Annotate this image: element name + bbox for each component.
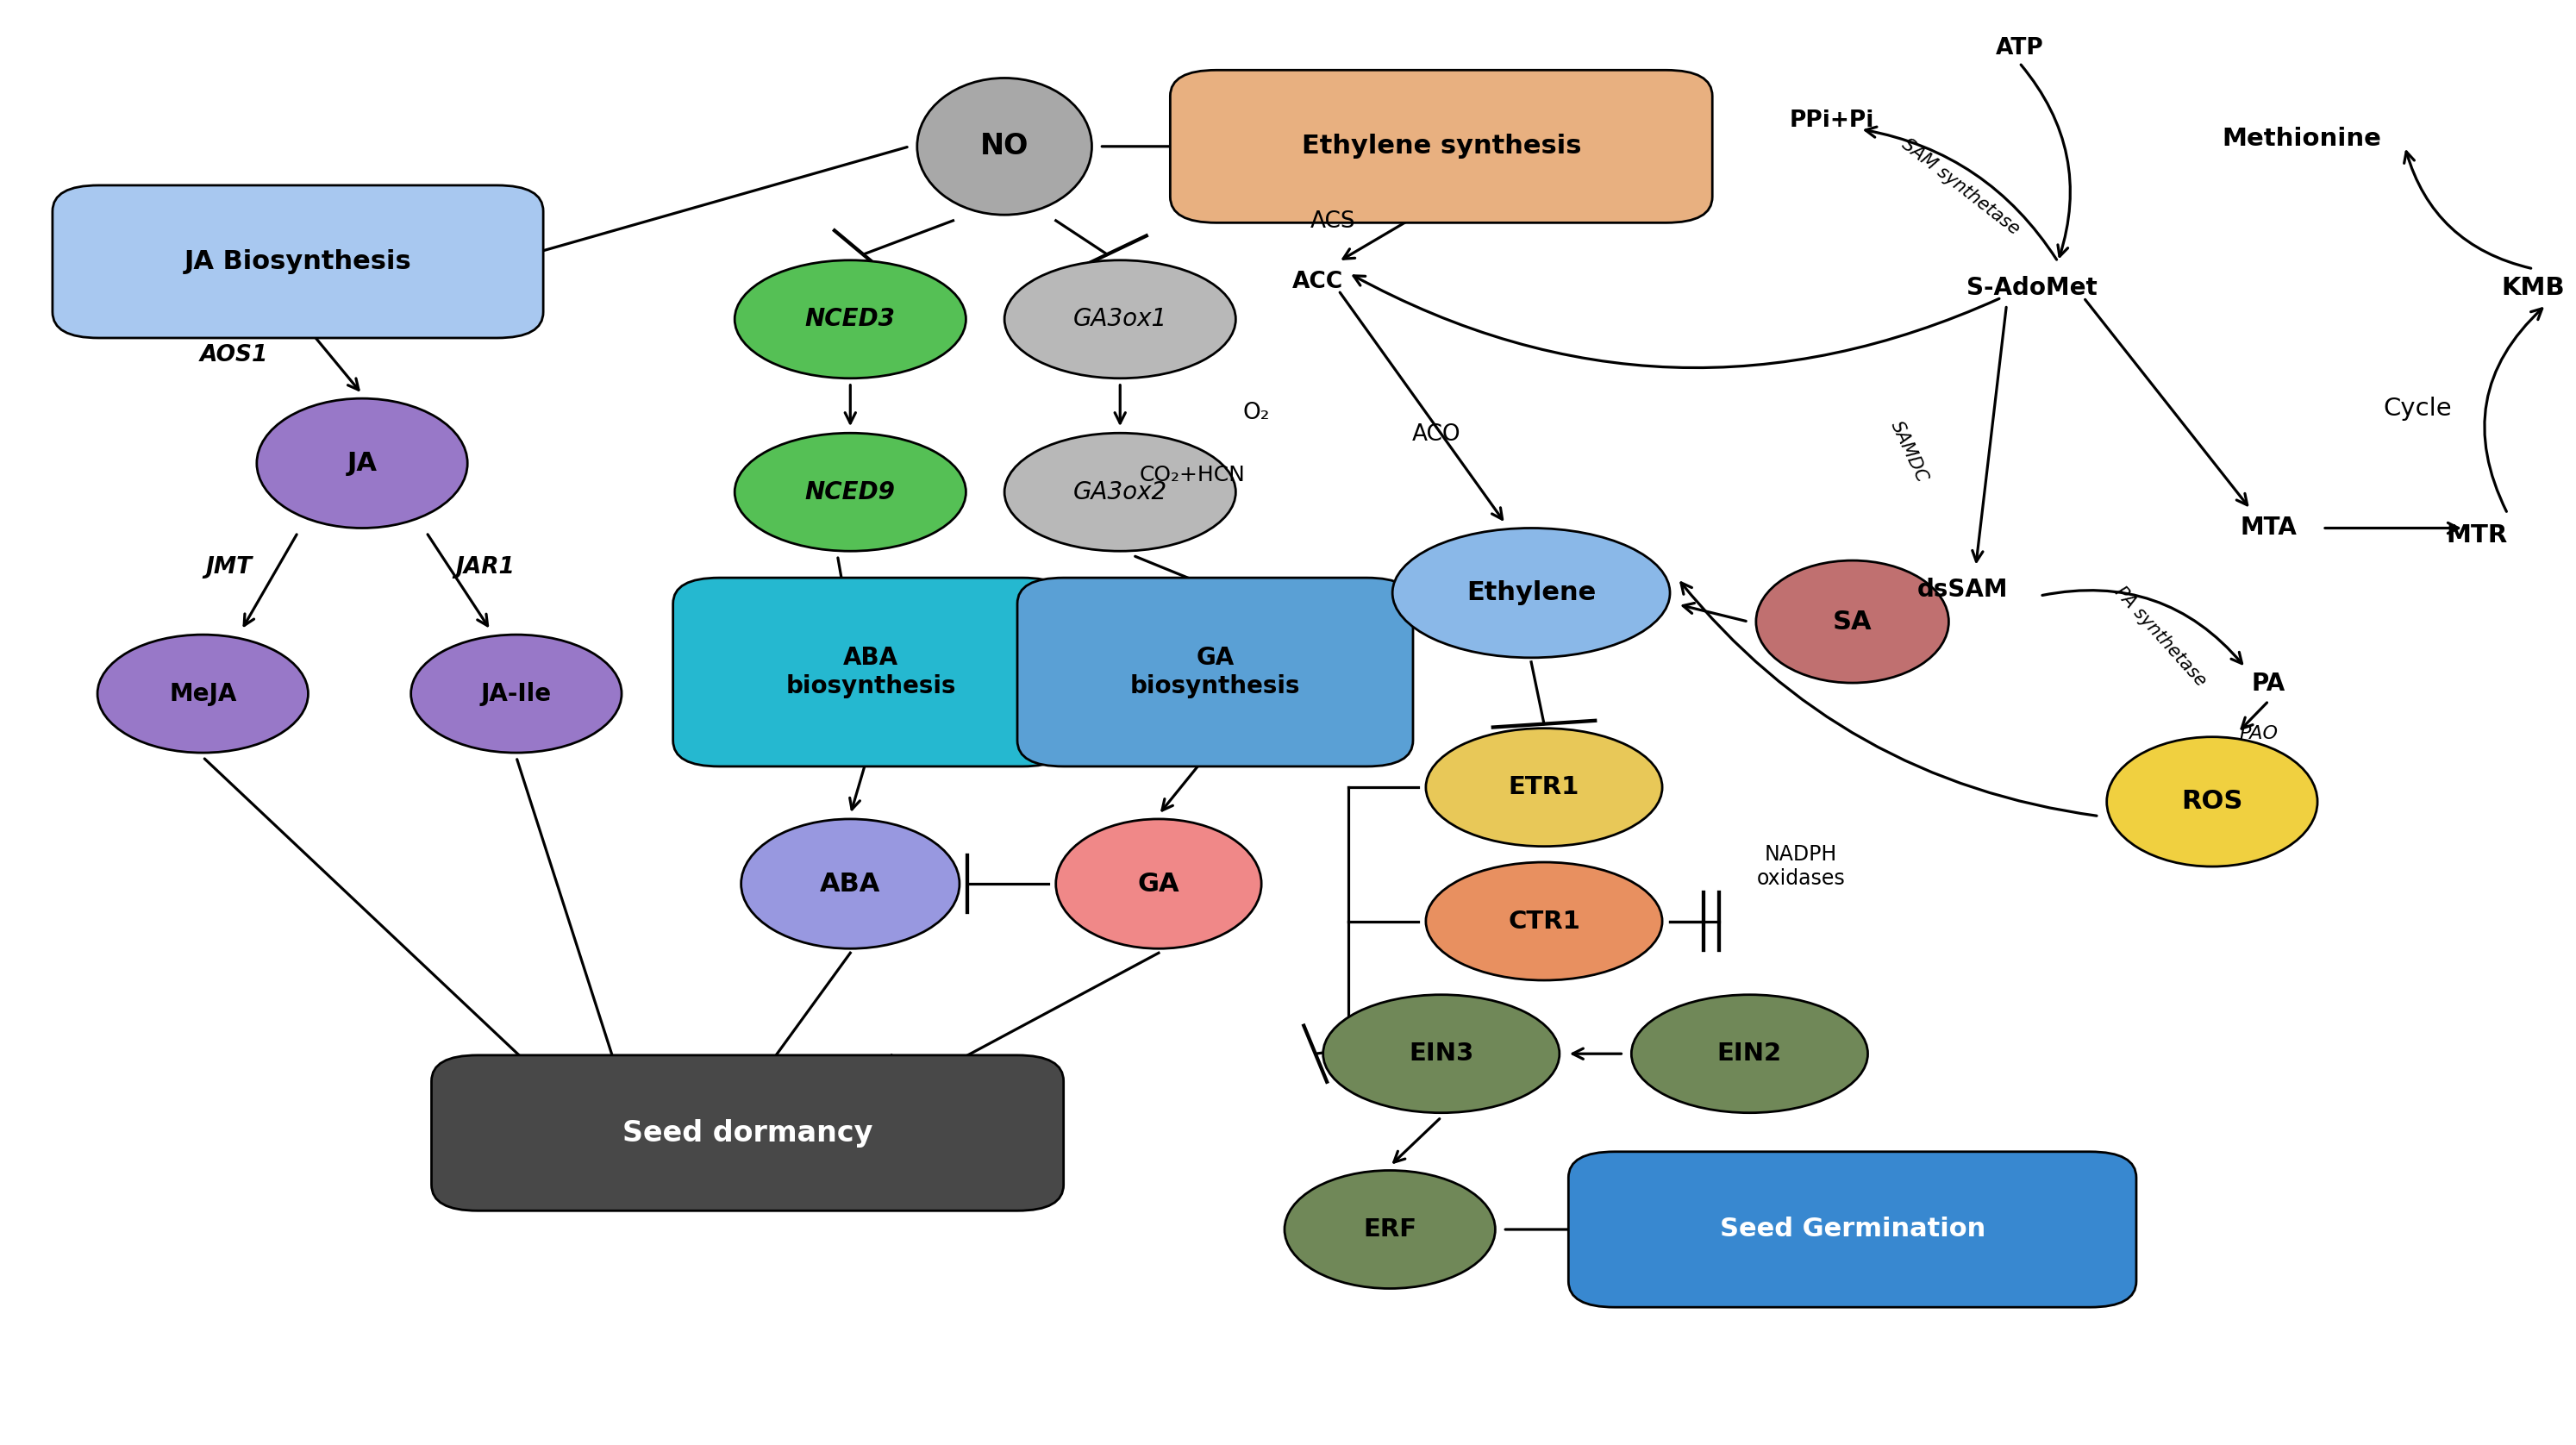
Text: JA: JA [348,451,376,475]
FancyBboxPatch shape [1569,1152,2136,1308]
Text: PA synthetase: PA synthetase [2112,582,2210,689]
Text: SAM synthetase: SAM synthetase [1899,136,2022,238]
Text: CTR1: CTR1 [1507,909,1579,933]
Ellipse shape [742,819,958,948]
Text: JA Biosynthesis: JA Biosynthesis [185,249,412,275]
Text: SAMDC: SAMDC [1888,418,1929,486]
Text: AOS1: AOS1 [198,344,268,367]
Text: NCED3: NCED3 [806,308,896,331]
FancyBboxPatch shape [1018,578,1414,766]
Text: S-AdoMet: S-AdoMet [1968,276,2097,299]
Text: Ethylene synthesis: Ethylene synthesis [1301,134,1582,159]
Text: PA: PA [2251,672,2285,695]
Ellipse shape [412,634,621,753]
Ellipse shape [1324,994,1558,1113]
Text: Seed dormancy: Seed dormancy [623,1118,873,1147]
Text: GA: GA [1139,871,1180,896]
Ellipse shape [734,260,966,379]
Ellipse shape [1631,994,1868,1113]
Text: PPi+Pi: PPi+Pi [1790,110,1875,131]
Text: MTR: MTR [2447,523,2506,548]
Ellipse shape [1005,433,1236,551]
Text: MTA: MTA [2241,516,2298,540]
Ellipse shape [1394,527,1669,657]
Text: ROS: ROS [2182,789,2244,814]
Text: CO₂+HCN: CO₂+HCN [1139,464,1244,486]
Ellipse shape [1285,1170,1494,1289]
Text: ETR1: ETR1 [1510,775,1579,799]
Text: ERF: ERF [1363,1217,1417,1241]
Text: NADPH
oxidases: NADPH oxidases [1757,844,1844,889]
Text: ABA: ABA [819,871,881,896]
Text: ACS: ACS [1311,210,1355,233]
Ellipse shape [734,433,966,551]
Text: GA3ox2: GA3ox2 [1074,480,1167,504]
Text: GA
biosynthesis: GA biosynthesis [1131,646,1301,698]
Ellipse shape [1056,819,1262,948]
Text: GA3ox1: GA3ox1 [1074,308,1167,331]
Text: NCED9: NCED9 [806,480,896,504]
Text: KMB: KMB [2501,276,2566,299]
Text: ATP: ATP [1996,38,2043,59]
FancyBboxPatch shape [1170,71,1713,223]
Ellipse shape [2107,737,2318,867]
Text: dsSAM: dsSAM [1917,578,2009,603]
Text: O₂: O₂ [1242,402,1270,423]
FancyBboxPatch shape [433,1055,1064,1211]
Text: JAR1: JAR1 [456,556,515,578]
Text: ABA
biosynthesis: ABA biosynthesis [786,646,956,698]
Text: Ethylene: Ethylene [1466,581,1597,605]
Text: Cycle: Cycle [2383,396,2452,420]
Ellipse shape [1427,728,1662,847]
Text: JMT: JMT [206,556,252,578]
Text: ACC: ACC [1293,270,1345,293]
Ellipse shape [917,78,1092,215]
Text: MeJA: MeJA [170,682,237,705]
Text: ACO: ACO [1412,423,1461,445]
Text: SA: SA [1832,610,1873,634]
FancyBboxPatch shape [672,578,1069,766]
Ellipse shape [258,399,466,527]
Text: EIN2: EIN2 [1718,1042,1783,1066]
Ellipse shape [1427,863,1662,980]
Text: Seed Germination: Seed Germination [1721,1217,1986,1241]
Text: Methionine: Methionine [2223,127,2383,152]
Text: EIN3: EIN3 [1409,1042,1473,1066]
Text: JA-Ile: JA-Ile [482,682,551,705]
Text: NO: NO [979,131,1028,160]
Ellipse shape [98,634,309,753]
Ellipse shape [1757,561,1947,683]
Text: PAO: PAO [2239,725,2277,743]
FancyBboxPatch shape [52,185,544,338]
Ellipse shape [1005,260,1236,379]
